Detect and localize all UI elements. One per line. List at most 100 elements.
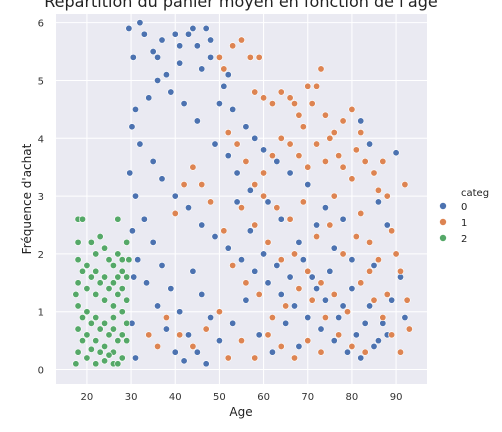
data-point-categ-2 xyxy=(118,256,126,264)
data-point-categ-1 xyxy=(357,279,365,287)
data-point-categ-0 xyxy=(185,30,193,38)
data-point-categ-1 xyxy=(286,94,294,102)
data-point-categ-0 xyxy=(366,302,374,310)
data-point-categ-1 xyxy=(162,314,170,322)
data-point-categ-0 xyxy=(264,198,272,206)
data-point-categ-0 xyxy=(176,59,184,67)
data-point-categ-1 xyxy=(180,181,188,189)
data-point-categ-1 xyxy=(401,181,409,189)
data-point-categ-2 xyxy=(123,238,131,246)
data-point-categ-1 xyxy=(321,111,329,119)
data-point-categ-0 xyxy=(125,24,133,32)
x-tick-label: 50 xyxy=(213,392,226,403)
data-point-categ-1 xyxy=(330,290,338,298)
legend-label: 0 xyxy=(461,202,467,213)
data-point-categ-0 xyxy=(193,348,201,356)
data-point-categ-0 xyxy=(366,140,374,148)
data-point-categ-0 xyxy=(220,82,228,90)
data-point-categ-0 xyxy=(370,261,378,269)
legend-marker xyxy=(439,218,447,226)
data-point-categ-0 xyxy=(357,117,365,125)
data-point-categ-0 xyxy=(198,65,206,73)
data-point-categ-2 xyxy=(87,345,95,353)
x-axis-label: Age xyxy=(229,405,252,419)
data-point-categ-2 xyxy=(74,256,82,264)
data-point-categ-0 xyxy=(180,100,188,108)
x-tick-label: 20 xyxy=(81,392,94,403)
legend-marker xyxy=(439,202,447,210)
data-point-categ-2 xyxy=(123,337,131,345)
y-tick-label: 1 xyxy=(38,308,44,319)
data-point-categ-0 xyxy=(264,279,272,287)
data-point-categ-2 xyxy=(96,348,104,356)
data-point-categ-0 xyxy=(321,204,329,212)
data-point-categ-2 xyxy=(109,325,117,333)
data-point-categ-2 xyxy=(123,273,131,281)
data-point-categ-2 xyxy=(96,279,104,287)
data-point-categ-0 xyxy=(162,71,170,79)
data-point-categ-0 xyxy=(145,94,153,102)
data-point-categ-1 xyxy=(366,238,374,246)
data-point-categ-0 xyxy=(154,53,162,61)
data-point-categ-0 xyxy=(171,192,179,200)
data-point-categ-0 xyxy=(374,337,382,345)
data-point-categ-0 xyxy=(260,146,268,154)
data-point-categ-0 xyxy=(162,325,170,333)
data-point-categ-2 xyxy=(123,296,131,304)
data-point-categ-1 xyxy=(339,163,347,171)
data-point-categ-2 xyxy=(125,256,133,264)
data-point-categ-1 xyxy=(251,221,259,229)
data-point-categ-0 xyxy=(140,30,148,38)
data-point-categ-1 xyxy=(370,296,378,304)
data-point-categ-1 xyxy=(260,94,268,102)
data-point-categ-1 xyxy=(295,285,303,293)
data-point-categ-0 xyxy=(134,256,142,264)
data-point-categ-0 xyxy=(171,30,179,38)
data-point-categ-0 xyxy=(158,36,166,44)
data-point-categ-2 xyxy=(87,273,95,281)
data-point-categ-1 xyxy=(215,308,223,316)
data-point-categ-0 xyxy=(330,244,338,252)
data-point-categ-1 xyxy=(251,181,259,189)
data-point-categ-0 xyxy=(211,140,219,148)
data-point-categ-0 xyxy=(224,71,232,79)
data-point-categ-2 xyxy=(109,302,117,310)
data-point-categ-0 xyxy=(238,256,246,264)
data-point-categ-2 xyxy=(114,215,122,223)
y-tick-label: 2 xyxy=(38,250,44,261)
data-point-categ-1 xyxy=(374,256,382,264)
data-point-categ-0 xyxy=(128,123,136,131)
data-point-categ-0 xyxy=(185,204,193,212)
data-point-categ-1 xyxy=(220,65,228,73)
data-point-categ-2 xyxy=(74,348,82,356)
y-tick-label: 5 xyxy=(38,76,44,87)
data-point-categ-2 xyxy=(79,337,87,345)
data-point-categ-2 xyxy=(123,319,131,327)
data-point-categ-1 xyxy=(379,157,387,165)
data-point-categ-2 xyxy=(101,342,109,350)
data-point-categ-0 xyxy=(149,238,157,246)
data-point-categ-1 xyxy=(290,354,298,362)
data-point-categ-0 xyxy=(149,48,157,56)
data-point-categ-2 xyxy=(74,325,82,333)
data-point-categ-0 xyxy=(143,279,151,287)
data-point-categ-2 xyxy=(92,290,100,298)
data-point-categ-0 xyxy=(290,302,298,310)
data-point-categ-0 xyxy=(268,348,276,356)
data-point-categ-0 xyxy=(233,198,241,206)
data-point-categ-1 xyxy=(202,325,210,333)
data-point-categ-0 xyxy=(383,221,391,229)
data-point-categ-0 xyxy=(348,256,356,264)
data-point-categ-1 xyxy=(255,53,263,61)
data-points xyxy=(72,19,413,368)
data-point-categ-1 xyxy=(304,337,312,345)
data-point-categ-0 xyxy=(299,256,307,264)
data-point-categ-1 xyxy=(224,354,232,362)
data-point-categ-1 xyxy=(229,261,237,269)
data-point-categ-1 xyxy=(370,169,378,177)
data-point-categ-1 xyxy=(388,331,396,339)
data-point-categ-0 xyxy=(273,261,281,269)
data-point-categ-2 xyxy=(118,267,126,275)
data-point-categ-0 xyxy=(158,175,166,183)
data-point-categ-2 xyxy=(114,360,122,368)
